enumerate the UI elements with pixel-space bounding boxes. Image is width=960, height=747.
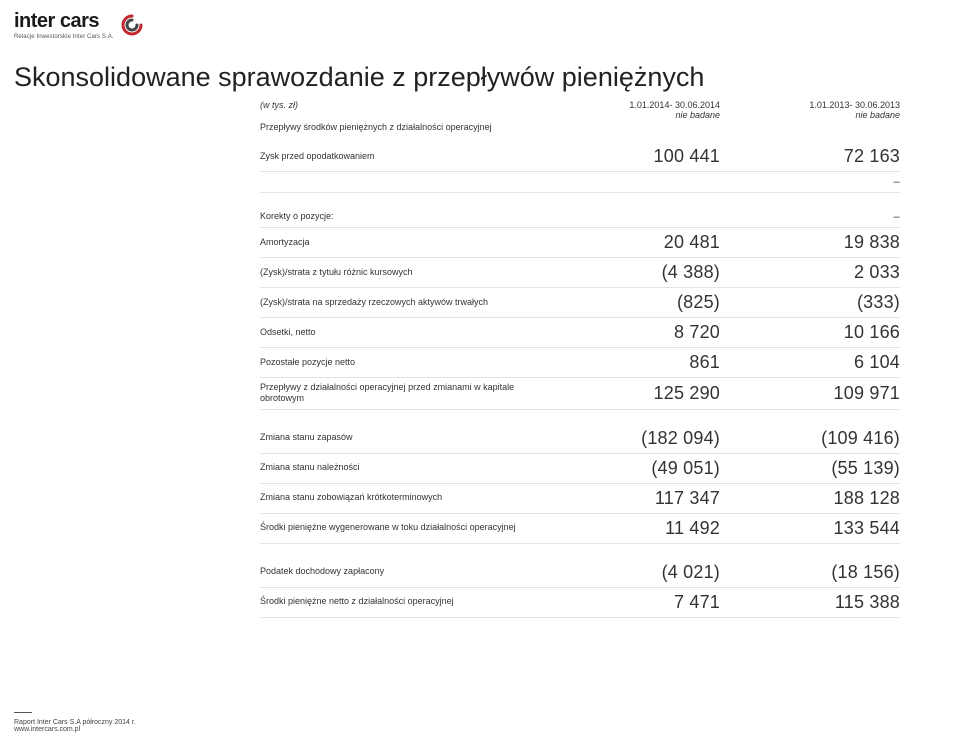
- dash-row: –: [260, 172, 900, 193]
- row-value-2: (18 156): [730, 558, 900, 588]
- row-label: Podatek dochodowy zapłacony: [260, 558, 560, 588]
- table-row: Przepływy z działalności operacyjnej prz…: [260, 378, 900, 410]
- row-value-1: (182 094): [560, 424, 730, 454]
- logo-brand: inter cars: [14, 10, 114, 33]
- table-row: (Zysk)/strata z tytułu różnic kursowych(…: [260, 258, 900, 288]
- header-subline: Przepływy środków pieniężnych z działaln…: [260, 122, 900, 132]
- logo-text-block: inter cars Relacje Inwestorskie Inter Ca…: [14, 10, 114, 40]
- row-value-2: 188 128: [730, 483, 900, 513]
- row-dash: –: [730, 172, 900, 193]
- footer-rule: [14, 712, 32, 713]
- row-value-1: 11 492: [560, 513, 730, 543]
- row-label: (Zysk)/strata na sprzedaży rzeczowych ak…: [260, 288, 560, 318]
- row-value-1: 7 471: [560, 587, 730, 617]
- table-header: (w tys. zł) 1.01.2014- 30.06.2014 nie ba…: [260, 100, 900, 120]
- footer-line1: Raport Inter Cars S.A półroczny 2014 r.: [14, 719, 136, 726]
- col2-period: 1.01.2013- 30.06.2013: [809, 100, 900, 110]
- row-label: Zmiana stanu zapasów: [260, 424, 560, 454]
- table-row: Pozostałe pozycje netto8616 104: [260, 348, 900, 378]
- row-label: Odsetki, netto: [260, 318, 560, 348]
- report-section: Podatek dochodowy zapłacony(4 021)(18 15…: [260, 558, 900, 618]
- row-value-2: 6 104: [730, 348, 900, 378]
- row-value-2: 133 544: [730, 513, 900, 543]
- row-label: Przepływy z działalności operacyjnej prz…: [260, 378, 560, 410]
- row-label: Pozostałe pozycje netto: [260, 348, 560, 378]
- table-row: Zmiana stanu zobowiązań krótkoterminowyc…: [260, 483, 900, 513]
- row-value-1: 8 720: [560, 318, 730, 348]
- table-row: Zysk przed opodatkowaniem100 44172 163: [260, 142, 900, 172]
- report-section: Korekty o pozycje:–Amortyzacja20 48119 8…: [260, 207, 900, 410]
- logo-subline: Relacje Inwestorskie Inter Cars S.A.: [14, 34, 114, 40]
- row-dash-1: [560, 207, 730, 228]
- row-value-2: (109 416): [730, 424, 900, 454]
- row-value-1: (49 051): [560, 453, 730, 483]
- row-label: Amortyzacja: [260, 228, 560, 258]
- row-value-1: (4 021): [560, 558, 730, 588]
- row-value-2: 10 166: [730, 318, 900, 348]
- row-label: Korekty o pozycje:: [260, 207, 560, 228]
- row-value-2: (333): [730, 288, 900, 318]
- row-value-1: 125 290: [560, 378, 730, 410]
- table-row: Zmiana stanu zapasów(182 094)(109 416): [260, 424, 900, 454]
- row-value-2: 72 163: [730, 142, 900, 172]
- row-label: Zysk przed opodatkowaniem: [260, 142, 560, 172]
- row-value-1: 117 347: [560, 483, 730, 513]
- row-value-1: 100 441: [560, 142, 730, 172]
- logo-swirl-icon: [120, 13, 144, 37]
- row-value-1: 20 481: [560, 228, 730, 258]
- row-value-1: 861: [560, 348, 730, 378]
- row-label: Środki pieniężne wygenerowane w toku dzi…: [260, 513, 560, 543]
- row-value-1: (4 388): [560, 258, 730, 288]
- page-title: Skonsolidowane sprawozdanie z przepływów…: [14, 62, 704, 93]
- table-row: Odsetki, netto8 72010 166: [260, 318, 900, 348]
- row-label: Zmiana stanu zobowiązań krótkoterminowyc…: [260, 483, 560, 513]
- table-row: Amortyzacja20 48119 838: [260, 228, 900, 258]
- report-content: (w tys. zł) 1.01.2014- 30.06.2014 nie ba…: [260, 100, 900, 632]
- logo: inter cars Relacje Inwestorskie Inter Ca…: [14, 10, 144, 40]
- row-value-2: 19 838: [730, 228, 900, 258]
- row-label: (Zysk)/strata z tytułu różnic kursowych: [260, 258, 560, 288]
- table-row: Podatek dochodowy zapłacony(4 021)(18 15…: [260, 558, 900, 588]
- col2-note: nie badane: [855, 110, 900, 120]
- col1-note: nie badane: [675, 110, 720, 120]
- table-row: (Zysk)/strata na sprzedaży rzeczowych ak…: [260, 288, 900, 318]
- table-row: Zmiana stanu należności(49 051)(55 139): [260, 453, 900, 483]
- row-value-2: (55 139): [730, 453, 900, 483]
- footer: Raport Inter Cars S.A półroczny 2014 r. …: [14, 712, 136, 733]
- table-row: Korekty o pozycje: –: [260, 207, 900, 228]
- report-section: Zmiana stanu zapasów(182 094)(109 416)Zm…: [260, 424, 900, 544]
- report-section: Zysk przed opodatkowaniem100 44172 163–: [260, 142, 900, 193]
- table-row: Środki pieniężne netto z działalności op…: [260, 587, 900, 617]
- row-value-2: 109 971: [730, 378, 900, 410]
- row-label: Środki pieniężne netto z działalności op…: [260, 587, 560, 617]
- row-value-1: (825): [560, 288, 730, 318]
- col1-period: 1.01.2014- 30.06.2014: [629, 100, 720, 110]
- row-value-2: 2 033: [730, 258, 900, 288]
- unit-label: (w tys. zł): [260, 100, 298, 110]
- row-value-2: 115 388: [730, 587, 900, 617]
- row-dash-2: –: [730, 207, 900, 228]
- footer-line2: www.intercars.com.pl: [14, 726, 136, 733]
- table-row: Środki pieniężne wygenerowane w toku dzi…: [260, 513, 900, 543]
- row-dash: [560, 172, 730, 193]
- row-label: Zmiana stanu należności: [260, 453, 560, 483]
